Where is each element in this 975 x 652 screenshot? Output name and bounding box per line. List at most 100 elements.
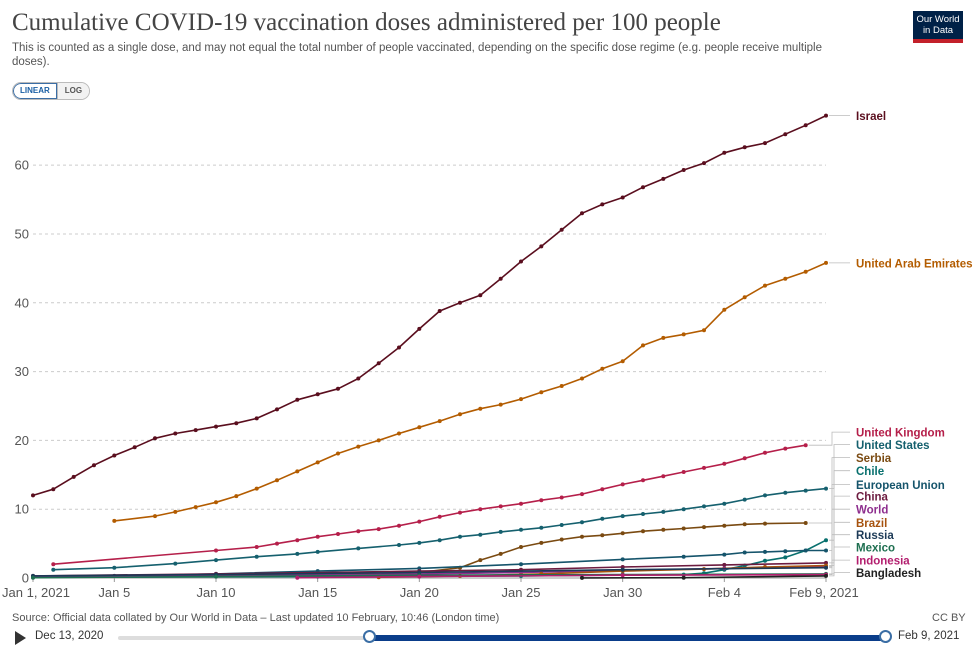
y-tick-label: 40 (15, 295, 29, 310)
data-point-mexico (214, 574, 218, 579)
data-point-israel (112, 453, 117, 458)
data-point-united-kingdom (417, 519, 422, 524)
data-point-united-arab-emirates (661, 335, 666, 340)
data-point-european-union (763, 549, 767, 554)
data-point-united-kingdom (254, 545, 259, 549)
data-point-serbia (661, 527, 666, 532)
data-point-united-arab-emirates (295, 469, 300, 474)
data-point-israel (31, 493, 35, 498)
timeline-start-handle[interactable] (363, 630, 376, 643)
data-point-israel (234, 421, 239, 426)
timeline-start-label: Dec 13, 2020 (35, 630, 104, 642)
data-point-united-kingdom (539, 498, 544, 503)
data-point-united-arab-emirates (397, 431, 401, 436)
data-point-israel (92, 463, 96, 468)
data-point-united-states (763, 493, 767, 498)
data-point-united-states (661, 509, 666, 514)
data-point-israel (417, 326, 422, 331)
x-tick-label: Jan 1, 2021 (2, 585, 70, 600)
data-point-israel (376, 361, 381, 366)
data-point-united-states (437, 538, 442, 543)
y-tick-label: 0 (22, 571, 29, 586)
data-point-united-arab-emirates (214, 500, 218, 505)
data-point-united-kingdom (803, 443, 808, 448)
series-label-china: China (856, 492, 889, 504)
data-point-united-kingdom (641, 478, 645, 483)
data-point-israel (275, 407, 279, 412)
data-point-israel (783, 132, 788, 137)
data-point-united-arab-emirates (336, 451, 340, 456)
data-point-serbia (498, 551, 503, 556)
data-point-china (722, 562, 727, 567)
data-point-united-kingdom (458, 510, 462, 515)
data-point-israel (559, 227, 564, 232)
timeline-control: Dec 13, 2020 Feb 9, 2021 (0, 627, 975, 649)
label-connector (829, 559, 850, 575)
data-point-united-arab-emirates (641, 343, 645, 348)
data-point-united-arab-emirates (498, 402, 503, 407)
series-line-united-arab-emirates (114, 262, 827, 522)
data-point-united-arab-emirates (458, 412, 462, 417)
series-label-indonesia: Indonesia (856, 556, 910, 568)
data-point-serbia (559, 537, 564, 542)
label-connector (829, 521, 850, 566)
data-point-israel (71, 474, 76, 479)
label-connectors (808, 115, 850, 577)
data-point-united-arab-emirates (539, 390, 544, 395)
data-point-israel (356, 376, 361, 381)
data-point-serbia (620, 531, 625, 536)
license-label[interactable]: CC BY (932, 612, 966, 624)
data-point-israel (580, 211, 584, 216)
data-point-united-kingdom (498, 504, 503, 509)
logo-line-2: in Data (922, 25, 954, 36)
chart-subtitle: This is counted as a single dose, and ma… (12, 42, 822, 68)
data-point-european-union (681, 554, 686, 559)
linear-scale-button[interactable]: LINEAR (13, 83, 58, 99)
play-icon[interactable] (15, 631, 26, 645)
data-point-united-arab-emirates (356, 444, 361, 449)
data-point-israel (702, 161, 706, 166)
data-point-israel (437, 309, 442, 313)
data-point-israel (519, 259, 523, 264)
data-point-united-kingdom (356, 529, 361, 534)
series-label-world: World (856, 505, 888, 517)
timeline-end-label: Feb 9, 2021 (898, 630, 960, 642)
series-label-israel: Israel (856, 111, 886, 123)
data-point-chile (783, 555, 788, 560)
data-point-european-union (722, 552, 727, 557)
data-point-united-states (417, 540, 422, 545)
data-point-united-arab-emirates (254, 486, 259, 491)
data-point-united-arab-emirates (478, 406, 483, 411)
data-point-united-states (173, 561, 178, 566)
data-point-united-kingdom (295, 538, 300, 543)
scale-toggle[interactable]: LINEAR LOG (12, 82, 91, 100)
data-point-united-arab-emirates (173, 509, 178, 514)
data-point-united-states (51, 567, 56, 572)
source-note[interactable]: Source: Official data collated by Our Wo… (12, 612, 500, 624)
data-point-bangladesh (580, 575, 584, 580)
label-connector (808, 431, 850, 446)
timeline-end-handle[interactable] (879, 630, 892, 643)
data-point-united-kingdom (519, 501, 523, 506)
series-label-russia: Russia (856, 530, 894, 542)
data-point-united-states (580, 520, 584, 525)
data-point-united-states (702, 504, 706, 509)
series-label-brazil: Brazil (856, 518, 887, 530)
our-world-in-data-logo[interactable]: Our World in Data (913, 11, 963, 43)
data-point-united-arab-emirates (783, 276, 788, 281)
data-point-united-arab-emirates (742, 295, 747, 300)
data-point-united-arab-emirates (376, 438, 381, 443)
log-scale-button[interactable]: LOG (57, 83, 90, 99)
series-line-united-states (53, 487, 827, 571)
series-labels: Israel United Arab Emirates United Kingdom… (856, 111, 973, 580)
data-point-bangladesh (681, 575, 686, 580)
data-point-united-states (539, 525, 544, 530)
x-axis-ticks: Jan 1, 2021 Jan 5 Jan 10 Jan 15 Jan 20 Jan 25… (2, 578, 859, 600)
data-point-united-states (315, 549, 320, 554)
data-point-serbia (641, 529, 645, 534)
data-point-united-states (498, 529, 503, 534)
data-point-united-states (722, 501, 727, 506)
data-point-united-kingdom (580, 492, 584, 497)
data-point-united-kingdom (51, 562, 56, 567)
